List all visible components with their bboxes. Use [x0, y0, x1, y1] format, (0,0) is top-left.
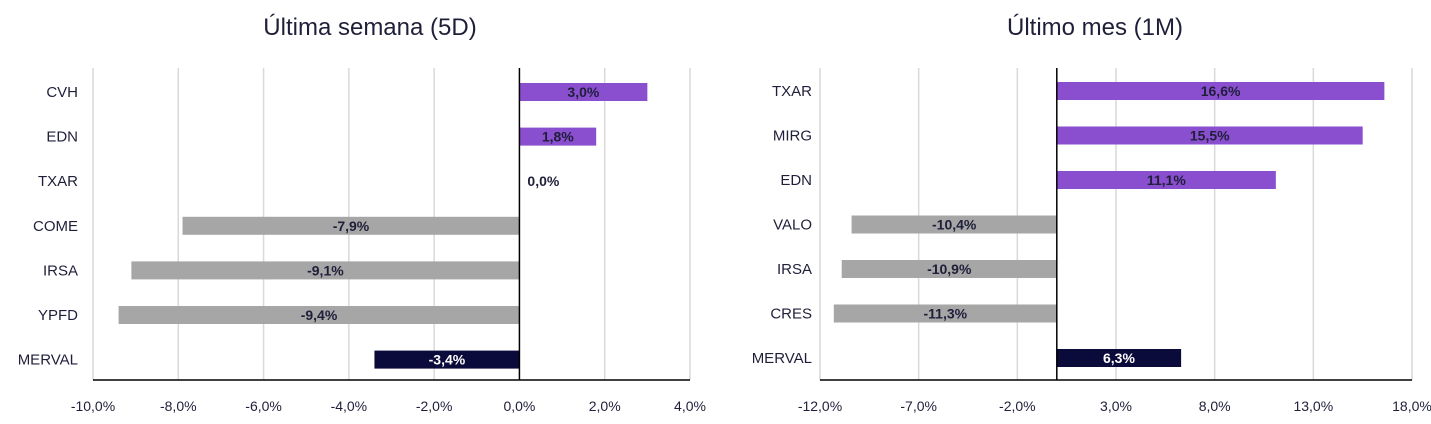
x-tick-label: 18,0%: [1392, 398, 1431, 414]
category-label: TXAR: [772, 83, 812, 100]
x-tick-label: 4,0%: [674, 398, 706, 414]
x-tick-label: -4,0%: [331, 398, 368, 414]
category-label: YPFD: [38, 307, 78, 324]
chart-title: Último mes (1M): [1006, 14, 1183, 41]
data-label: 0,0%: [527, 173, 559, 189]
x-tick-label: -7,0%: [900, 398, 937, 414]
category-label: MERVAL: [752, 350, 812, 367]
data-label: -10,4%: [932, 217, 977, 233]
x-tick-label: 0,0%: [503, 398, 535, 414]
category-label: IRSA: [777, 261, 812, 278]
bar: [841, 260, 1057, 278]
x-tick-label: -8,0%: [160, 398, 197, 414]
x-tick-label: -2,0%: [416, 398, 453, 414]
data-label: -11,3%: [924, 306, 968, 322]
bar: [833, 304, 1057, 323]
data-label: -9,1%: [307, 262, 344, 278]
bar-chart-1m: TXAR MIRG EDN VALO IRSA CRES MERVAL 16,6% 15,5% 1…: [752, 68, 1431, 414]
data-label: 6,3%: [1103, 350, 1135, 366]
x-tick-label: 13,0%: [1293, 398, 1333, 414]
data-label: -9,4%: [301, 307, 338, 323]
chart-panel-5d: Última semana (5D) CVH EDN TXAR COME IRSA YPF…: [0, 0, 715, 424]
data-label: -7,9%: [333, 218, 370, 234]
bar: [118, 306, 520, 324]
bar: [1056, 171, 1276, 189]
chart-title: Última semana (5D): [263, 14, 477, 41]
bar: [1056, 126, 1363, 145]
bar-chart-5d: CVH EDN TXAR COME IRSA YPFD MERVAL 3,0% 1,8% 0,0%…: [18, 68, 706, 414]
category-label: IRSA: [43, 262, 78, 279]
bar: [1056, 82, 1385, 100]
x-tick-label: -12,0%: [798, 398, 842, 414]
category-label: CVH: [46, 84, 78, 101]
x-tick-label: -10,0%: [71, 398, 115, 414]
data-label: 3,0%: [567, 84, 599, 100]
bar: [131, 261, 520, 280]
data-label: 11,1%: [1147, 172, 1186, 188]
category-label: VALO: [773, 217, 812, 234]
data-label: 1,8%: [542, 129, 574, 145]
bar: [519, 127, 597, 146]
category-label: COME: [33, 218, 78, 235]
bar: [374, 350, 520, 369]
category-label: TXAR: [38, 173, 78, 190]
category-label: MERVAL: [18, 352, 78, 369]
chart-panel-1m: Último mes (1M) TXAR MIRG EDN VALO IRSA CRES M…: [715, 0, 1431, 424]
category-label: EDN: [46, 129, 78, 146]
data-label: 16,6%: [1201, 83, 1241, 99]
x-tick-label: -2,0%: [999, 398, 1036, 414]
bar: [851, 215, 1057, 234]
x-tick-label: -6,0%: [245, 398, 282, 414]
category-label: CRES: [770, 306, 812, 323]
data-label: -3,4%: [429, 352, 466, 368]
bar: [1056, 349, 1182, 367]
category-label: EDN: [780, 172, 812, 189]
bar: [182, 216, 520, 235]
x-tick-label: 8,0%: [1199, 398, 1231, 414]
x-tick-label: 2,0%: [589, 398, 621, 414]
data-label: -10,9%: [927, 261, 972, 277]
category-label: MIRG: [773, 128, 812, 145]
data-label: 15,5%: [1190, 128, 1230, 144]
x-tick-label: 3,0%: [1100, 398, 1132, 414]
bar: [519, 83, 648, 101]
